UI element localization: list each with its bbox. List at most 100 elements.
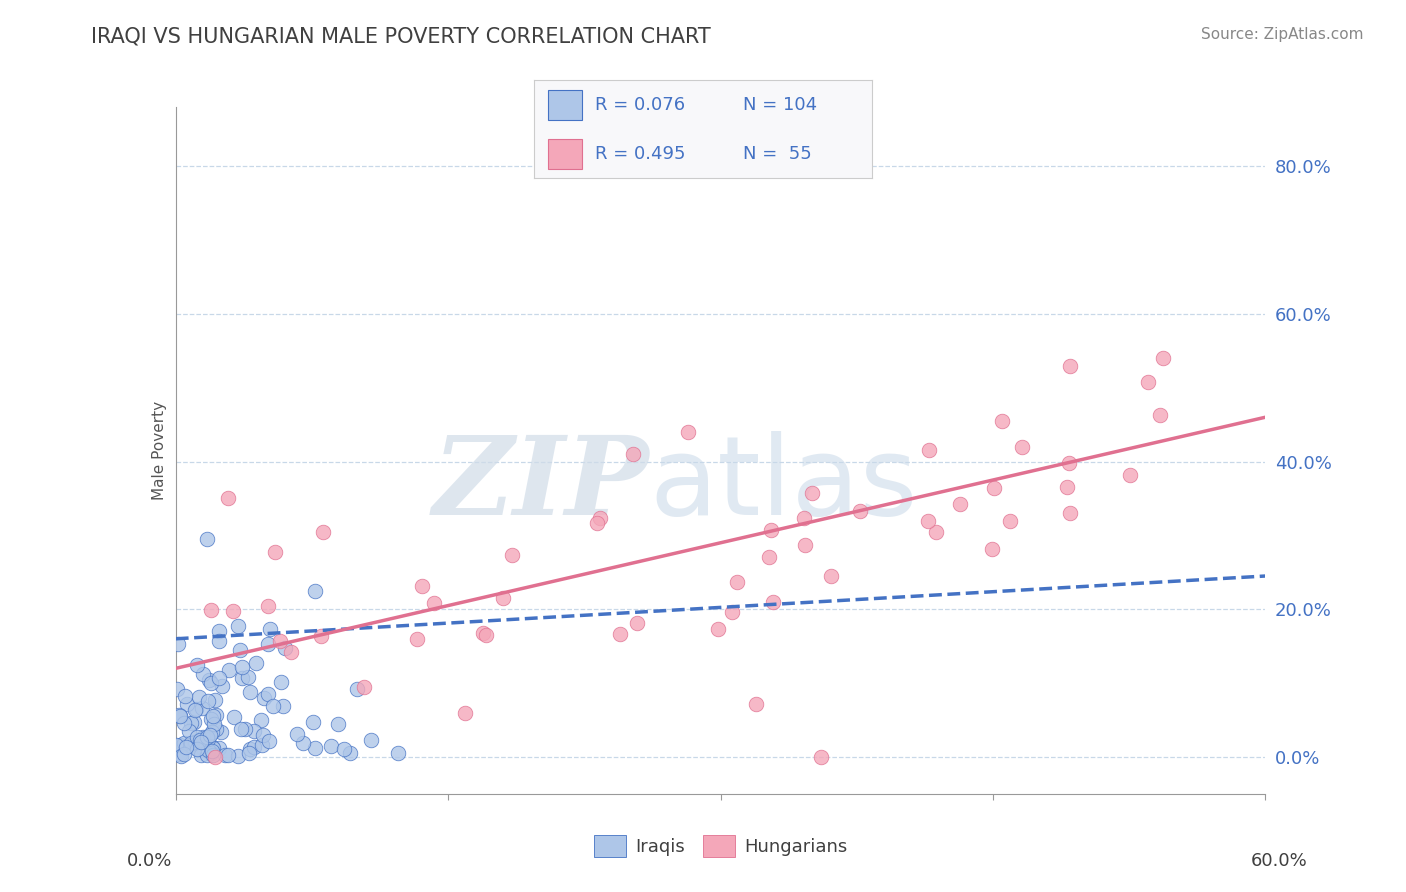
Point <box>621 447 644 461</box>
Point <box>201 739 224 754</box>
Point <box>200 712 222 726</box>
Text: IRAQI VS HUNGARIAN MALE POVERTY CORRELATION CHART: IRAQI VS HUNGARIAN MALE POVERTY CORRELAT… <box>91 27 711 46</box>
Point <box>188 732 211 747</box>
Point <box>387 746 409 760</box>
Legend: Iraqis, Hungarians: Iraqis, Hungarians <box>586 828 855 863</box>
Point <box>208 633 231 648</box>
Point <box>204 693 226 707</box>
Point <box>983 481 1005 495</box>
Point <box>1149 409 1171 423</box>
Point <box>183 715 205 730</box>
Point <box>589 510 612 524</box>
Point <box>346 681 368 696</box>
Point <box>222 604 245 618</box>
Point <box>186 730 208 744</box>
Point <box>239 741 262 756</box>
Point <box>949 497 972 511</box>
Point <box>174 740 197 755</box>
Point <box>224 709 246 723</box>
Point <box>1059 359 1081 373</box>
Point <box>1056 480 1078 494</box>
Point <box>1057 456 1080 470</box>
Point <box>214 747 236 762</box>
Point <box>211 679 233 693</box>
Point <box>406 632 429 647</box>
Point <box>204 750 226 764</box>
Point <box>202 716 225 731</box>
Point <box>201 725 224 739</box>
Point <box>177 723 200 738</box>
Point <box>1137 375 1160 389</box>
Point <box>193 743 215 757</box>
Text: 60.0%: 60.0% <box>1251 852 1308 870</box>
Point <box>810 750 832 764</box>
Point <box>173 747 195 761</box>
Point <box>202 741 225 756</box>
Point <box>1152 351 1174 365</box>
Point <box>208 741 231 756</box>
Point <box>328 716 350 731</box>
Point <box>180 716 202 731</box>
Point <box>1011 440 1033 454</box>
Point <box>200 603 222 617</box>
Point <box>233 722 256 736</box>
Point <box>411 579 433 593</box>
Point <box>169 709 191 723</box>
Point <box>280 645 302 659</box>
Point <box>197 743 219 757</box>
Point <box>353 680 375 694</box>
Point <box>170 749 193 764</box>
Point <box>191 666 214 681</box>
Point <box>256 599 278 614</box>
Point <box>585 516 607 531</box>
Point <box>917 514 939 528</box>
Point <box>201 747 224 762</box>
Point <box>626 616 648 631</box>
Point <box>472 625 495 640</box>
Point <box>270 675 292 690</box>
Point <box>291 736 314 750</box>
Text: N = 104: N = 104 <box>744 95 818 114</box>
Point <box>197 731 219 746</box>
Point <box>218 663 240 677</box>
Point <box>229 642 252 657</box>
Point <box>264 545 287 559</box>
Point <box>678 425 700 440</box>
Point <box>253 690 276 705</box>
Point <box>745 697 768 711</box>
Point <box>262 698 284 713</box>
Point <box>179 739 201 753</box>
Point <box>609 626 631 640</box>
Point <box>721 605 744 619</box>
Point <box>200 676 222 690</box>
Y-axis label: Male Poverty: Male Poverty <box>152 401 167 500</box>
Point <box>205 707 228 722</box>
Point <box>762 595 785 609</box>
Point <box>184 702 207 716</box>
Point <box>217 747 239 762</box>
Point <box>339 746 361 760</box>
Point <box>200 747 222 761</box>
Point <box>423 596 446 610</box>
Point <box>231 660 253 674</box>
Point <box>226 619 249 633</box>
Point <box>201 744 224 758</box>
Point <box>360 732 382 747</box>
Point <box>243 724 266 739</box>
Point <box>186 742 208 756</box>
Text: Source: ZipAtlas.com: Source: ZipAtlas.com <box>1201 27 1364 42</box>
Point <box>257 637 280 651</box>
Point <box>271 698 294 713</box>
Point <box>169 739 191 753</box>
Point <box>174 690 197 704</box>
Point <box>245 656 267 670</box>
Point <box>302 714 325 729</box>
Point <box>208 671 231 685</box>
Point <box>1059 506 1081 520</box>
Point <box>333 741 356 756</box>
Point <box>243 739 266 754</box>
Point <box>991 414 1014 428</box>
Point <box>239 685 262 699</box>
Point <box>980 541 1002 556</box>
Text: 0.0%: 0.0% <box>127 852 172 870</box>
